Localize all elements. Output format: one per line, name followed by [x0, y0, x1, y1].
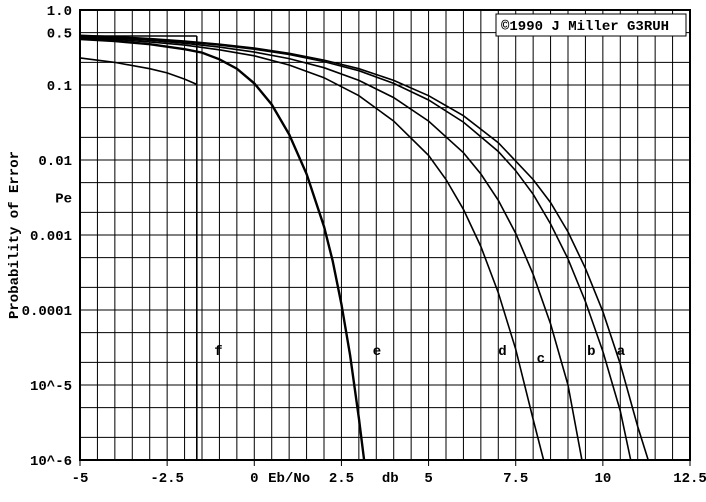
- x-tick-label: 0: [250, 471, 258, 487]
- copyright-text: ©1990 J Miller G3RUH: [501, 19, 669, 35]
- y-tick-label: 0.5: [47, 27, 72, 43]
- x-tick-label: 7.5: [503, 471, 528, 487]
- y-tick-label: 1.0: [47, 4, 72, 20]
- y-tick-label: 0.001: [30, 229, 72, 245]
- y-tick-label: 10^-6: [30, 454, 72, 470]
- y-tick-label: 10^-5: [30, 379, 72, 395]
- x-tick-label: 5: [424, 471, 432, 487]
- probability-of-error-chart: -5-2.502.557.51012.5Eb/Nodb1.00.50.10.01…: [0, 0, 706, 502]
- x-tick-label: -5: [72, 471, 89, 487]
- series-label-b: b: [587, 344, 595, 360]
- x-axis-label-2: db: [382, 471, 399, 487]
- x-tick-label: 10: [594, 471, 611, 487]
- x-tick-label: 2.5: [329, 471, 354, 487]
- x-axis-label: Eb/No: [268, 471, 310, 487]
- x-tick-label: 12.5: [673, 471, 706, 487]
- x-tick-label: -2.5: [150, 471, 184, 487]
- series-label-a: a: [617, 344, 626, 360]
- y-tick-label: Pe: [55, 192, 72, 208]
- y-tick-label: 0.0001: [22, 304, 72, 320]
- series-label-f: f: [214, 344, 222, 360]
- y-axis-label: Probability of Error: [7, 151, 23, 319]
- chart-bg: [0, 0, 706, 502]
- series-label-c: c: [537, 351, 545, 367]
- series-label-d: d: [498, 344, 506, 360]
- y-tick-label: 0.01: [38, 154, 72, 170]
- series-label-e: e: [373, 344, 381, 360]
- y-tick-label: 0.1: [47, 79, 72, 95]
